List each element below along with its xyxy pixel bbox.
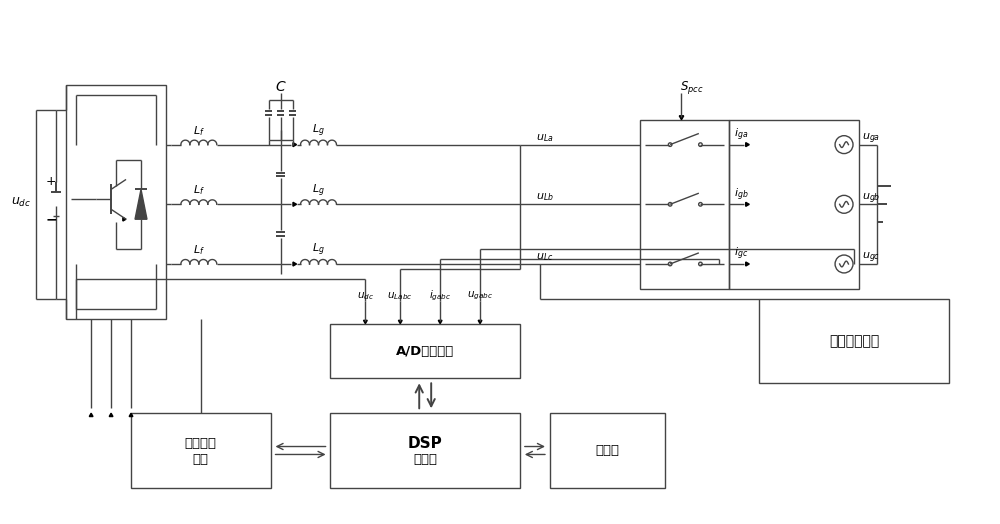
Polygon shape [129,413,133,417]
Bar [330,413,520,488]
Polygon shape [293,262,297,266]
Text: $i_{gabc}$: $i_{gabc}$ [429,289,451,303]
Text: 触摸屏: 触摸屏 [595,444,619,457]
Polygon shape [746,143,749,147]
Bar [640,120,729,289]
Polygon shape [679,116,684,120]
Text: $u_{Lc}$: $u_{Lc}$ [536,251,554,263]
Text: $u_{gb}$: $u_{gb}$ [862,191,880,205]
Text: $i_{ga}$: $i_{ga}$ [734,126,748,143]
Text: $L_g$: $L_g$ [312,123,325,139]
Polygon shape [478,320,482,324]
Text: $u_{Lb}$: $u_{Lb}$ [536,191,554,203]
Polygon shape [293,143,297,147]
Text: 控制器: 控制器 [413,453,437,466]
Polygon shape [123,217,126,221]
Text: $L_f$: $L_f$ [193,243,205,257]
Text: $u_{Labc}$: $u_{Labc}$ [387,290,413,302]
Polygon shape [746,262,749,266]
Text: $u_{La}$: $u_{La}$ [536,132,554,144]
Text: $i_{gc}$: $i_{gc}$ [734,246,748,262]
Text: $L_g$: $L_g$ [312,242,325,258]
Text: $L_f$: $L_f$ [193,124,205,138]
Text: +: + [46,175,57,188]
Text: DSP: DSP [408,436,443,451]
Bar [330,324,520,378]
Text: 电路: 电路 [193,453,209,466]
Bar [131,413,271,488]
Polygon shape [363,320,367,324]
Text: 三相本地负载: 三相本地负载 [829,334,879,348]
Text: $u_{gc}$: $u_{gc}$ [862,251,880,265]
Polygon shape [109,413,113,417]
Polygon shape [746,202,749,206]
Polygon shape [398,320,402,324]
Text: $C$: $C$ [275,80,286,94]
Text: 驱动保护: 驱动保护 [185,437,217,450]
Bar [759,299,949,384]
Bar [66,85,166,319]
Bar [729,120,859,289]
Text: $u_{dc}$: $u_{dc}$ [357,290,374,302]
Text: $L_g$: $L_g$ [312,182,325,199]
Text: $S_{pcc}$: $S_{pcc}$ [680,80,703,96]
Bar [550,413,665,488]
Text: −: − [45,212,57,226]
Text: $i_{gb}$: $i_{gb}$ [734,186,749,203]
Polygon shape [293,202,297,206]
Text: $u_{gabc}$: $u_{gabc}$ [467,290,493,302]
Text: $u_{dc}$: $u_{dc}$ [11,196,31,209]
Text: $L_f$: $L_f$ [193,183,205,197]
Text: $u_{ga}$: $u_{ga}$ [862,132,880,146]
Polygon shape [135,189,147,219]
Text: A/D采样电路: A/D采样电路 [396,344,454,357]
Polygon shape [438,320,442,324]
Polygon shape [89,413,93,417]
